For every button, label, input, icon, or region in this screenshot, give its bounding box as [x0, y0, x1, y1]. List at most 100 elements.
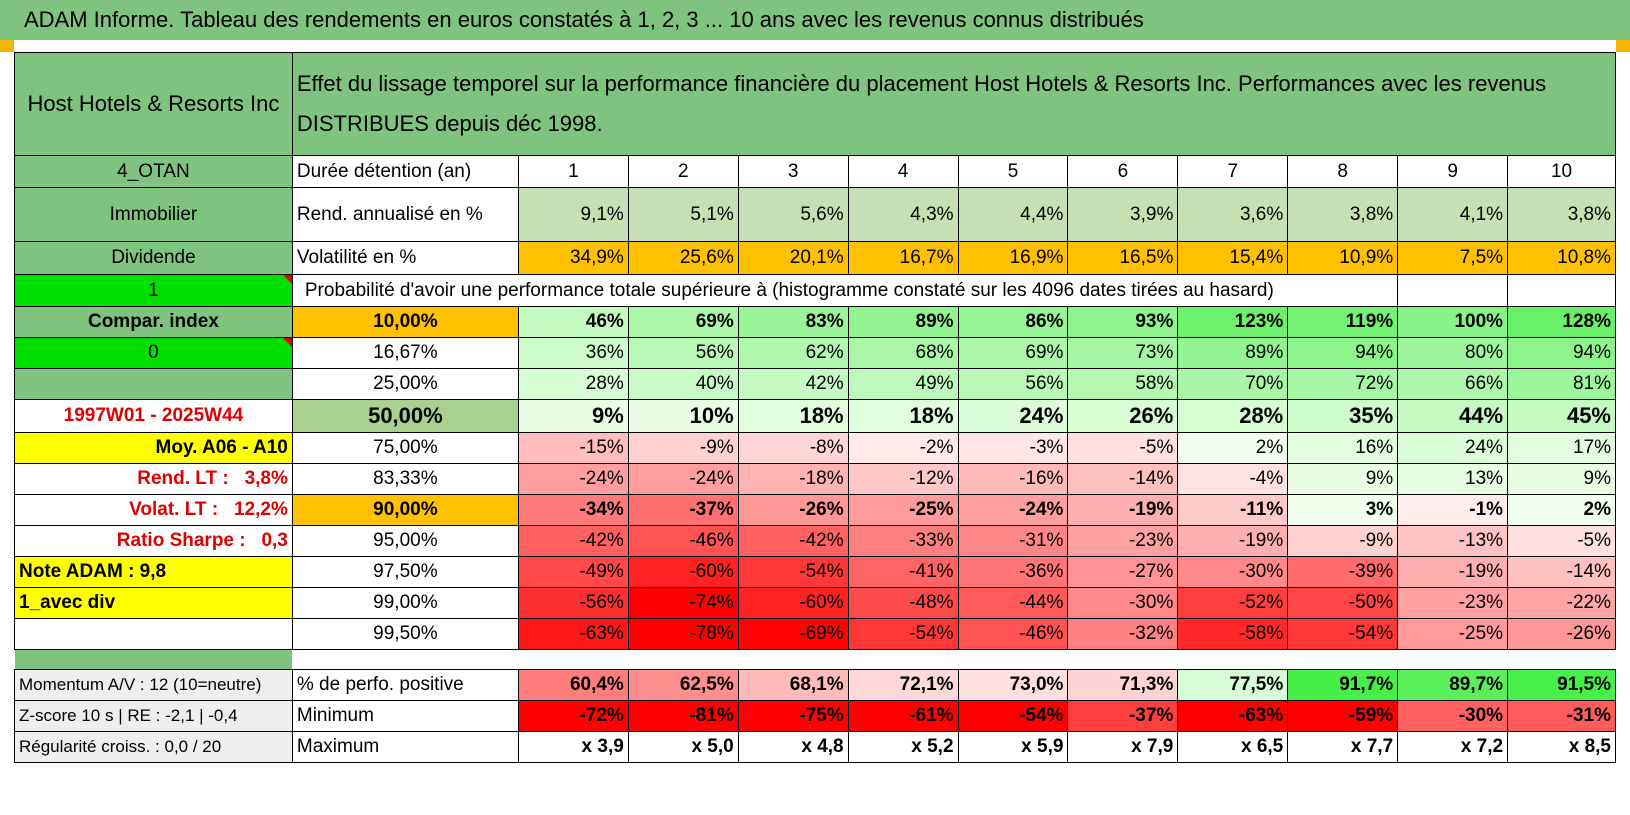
flag-0[interactable]: 0 — [14, 337, 293, 369]
percentile-cell: -56% — [517, 587, 629, 619]
volat-cell: 10,8% — [1507, 241, 1616, 275]
percentile-cell: -50% — [1287, 587, 1399, 619]
percentile-cell: -60% — [737, 587, 849, 619]
percentile-label: 25,00% — [291, 368, 519, 400]
maximum-cell: x 5,0 — [627, 731, 739, 763]
percentile-cell: 100% — [1397, 306, 1509, 338]
percentile-cell: 81% — [1507, 368, 1616, 400]
minimum-cell: -81% — [627, 700, 739, 732]
year-header: 4 — [847, 155, 959, 188]
percentile-cell: 46% — [517, 306, 629, 338]
volat-cell: 15,4% — [1177, 241, 1289, 275]
percentile-cell: 66% — [1397, 368, 1509, 400]
year-header: 1 — [517, 155, 629, 188]
percentile-cell: 56% — [957, 368, 1069, 400]
description: Effet du lissage temporel sur la perform… — [291, 52, 1617, 156]
rend-cell: 3,8% — [1507, 187, 1616, 242]
percentile-cell: 89% — [1177, 337, 1289, 369]
percentile-cell: 89% — [847, 306, 959, 338]
percentile-cell: -3% — [957, 432, 1069, 464]
minimum-cell: -30% — [1397, 700, 1509, 732]
percentile-cell: -19% — [1177, 525, 1289, 557]
percentile-cell: -60% — [627, 556, 739, 588]
percentile-label: 99,50% — [291, 618, 519, 650]
percentile-label: 16,67% — [291, 337, 519, 369]
gap — [229, 468, 245, 489]
percentile-row: 1_avec div 99,00% -56% -74% -60% -48% -44% -30%… — [14, 587, 1616, 619]
flag-1[interactable]: 1 — [14, 274, 293, 307]
rend-cell: 3,8% — [1287, 187, 1399, 242]
maximum-cell: x 4,8 — [737, 731, 849, 763]
percentile-cell: -18% — [737, 463, 849, 495]
sharpe-value: 0,3 — [261, 530, 288, 551]
percentile-cell: -52% — [1177, 587, 1289, 619]
percentile-cell: -24% — [517, 463, 629, 495]
percentile-label: 50,00% — [291, 399, 519, 433]
percentile-cell: 9% — [1507, 463, 1616, 495]
percentile-cell: -33% — [847, 525, 959, 557]
report-title: ADAM Informe. Tableau des rendements en … — [24, 7, 1144, 32]
maximum-info: Régularité croiss. : 0,0 / 20 — [14, 731, 293, 763]
proba-label: Probabilité d'avoir une performance tota… — [291, 274, 1399, 307]
percentile-cell: -26% — [1507, 618, 1616, 650]
percentile-cell: 80% — [1397, 337, 1509, 369]
percentile-label: 83,33% — [291, 463, 519, 495]
rend-cell: 3,9% — [1067, 187, 1179, 242]
positive-cell: 77,5% — [1177, 669, 1289, 701]
percentile-cell: 9% — [1287, 463, 1399, 495]
percentile-cell: -69% — [737, 618, 849, 650]
year-header: 8 — [1287, 155, 1399, 188]
spacer-row — [14, 649, 1616, 670]
maximum-cell: x 3,9 — [517, 731, 629, 763]
volat-cell: 16,9% — [957, 241, 1069, 275]
percentile-cell: 28% — [1177, 399, 1289, 433]
percentile-cell: -54% — [737, 556, 849, 588]
percentile-cell: -16% — [957, 463, 1069, 495]
year-header: 2 — [627, 155, 739, 188]
percentile-cell: -32% — [1067, 618, 1179, 650]
percentile-cell: 128% — [1507, 306, 1616, 338]
maximum-label: Maximum — [291, 731, 519, 763]
sharpe: Ratio Sharpe : 0,3 — [14, 525, 293, 557]
header-row: Host Hotels & Resorts Inc Effet du lissa… — [14, 52, 1617, 156]
duree-label: Durée détention (an) — [291, 155, 519, 188]
minimum-cell: -54% — [957, 700, 1069, 732]
percentile-cell: -34% — [517, 494, 629, 526]
volat-cell: 10,9% — [1287, 241, 1399, 275]
percentile-cell: -48% — [847, 587, 959, 619]
percentile-cell: -37% — [627, 494, 739, 526]
percentile-cell: -63% — [517, 618, 629, 650]
percentile-cell: 26% — [1067, 399, 1179, 433]
rend-cell: 3,6% — [1177, 187, 1289, 242]
maximum-cell: x 5,9 — [957, 731, 1069, 763]
positive-info: Momentum A/V : 12 (10=neutre) — [14, 669, 293, 701]
percentile-cell: -44% — [957, 587, 1069, 619]
volat-cell: 16,5% — [1067, 241, 1179, 275]
minimum-cell: -63% — [1177, 700, 1289, 732]
percentile-cell: 10% — [627, 399, 739, 433]
percentile-label: 10,00% — [291, 306, 519, 338]
percentile-cell: 24% — [957, 399, 1069, 433]
minimum-cell: -31% — [1507, 700, 1616, 732]
percentile-cell: 83% — [737, 306, 849, 338]
percentile-cell: 94% — [1507, 337, 1616, 369]
percentile-cell: 40% — [627, 368, 739, 400]
percentile-row: 25,00% 28% 40% 42% 49% 56% 58% 70% 72% 66% 81% — [14, 368, 1616, 400]
percentile-cell: -78% — [627, 618, 739, 650]
percentile-cell: 28% — [517, 368, 629, 400]
rend-lt: Rend. LT : 3,8% — [14, 463, 293, 495]
gap — [218, 499, 234, 520]
gap — [246, 530, 262, 551]
percentile-cell: 119% — [1287, 306, 1399, 338]
percentile-label: 99,00% — [291, 587, 519, 619]
years-row: 4_OTAN Durée détention (an) 1 2 3 4 5 6 … — [14, 155, 1616, 188]
percentile-cell: -39% — [1287, 556, 1399, 588]
percentile-cell: 35% — [1287, 399, 1399, 433]
percentile-cell: -23% — [1067, 525, 1179, 557]
percentile-cell: -24% — [627, 463, 739, 495]
percentile-cell: -1% — [1397, 494, 1509, 526]
percentile-cell: 45% — [1507, 399, 1616, 433]
rend-label: Rend. annualisé en % — [291, 187, 519, 242]
minimum-label: Minimum — [291, 700, 519, 732]
empty-left — [14, 368, 293, 400]
